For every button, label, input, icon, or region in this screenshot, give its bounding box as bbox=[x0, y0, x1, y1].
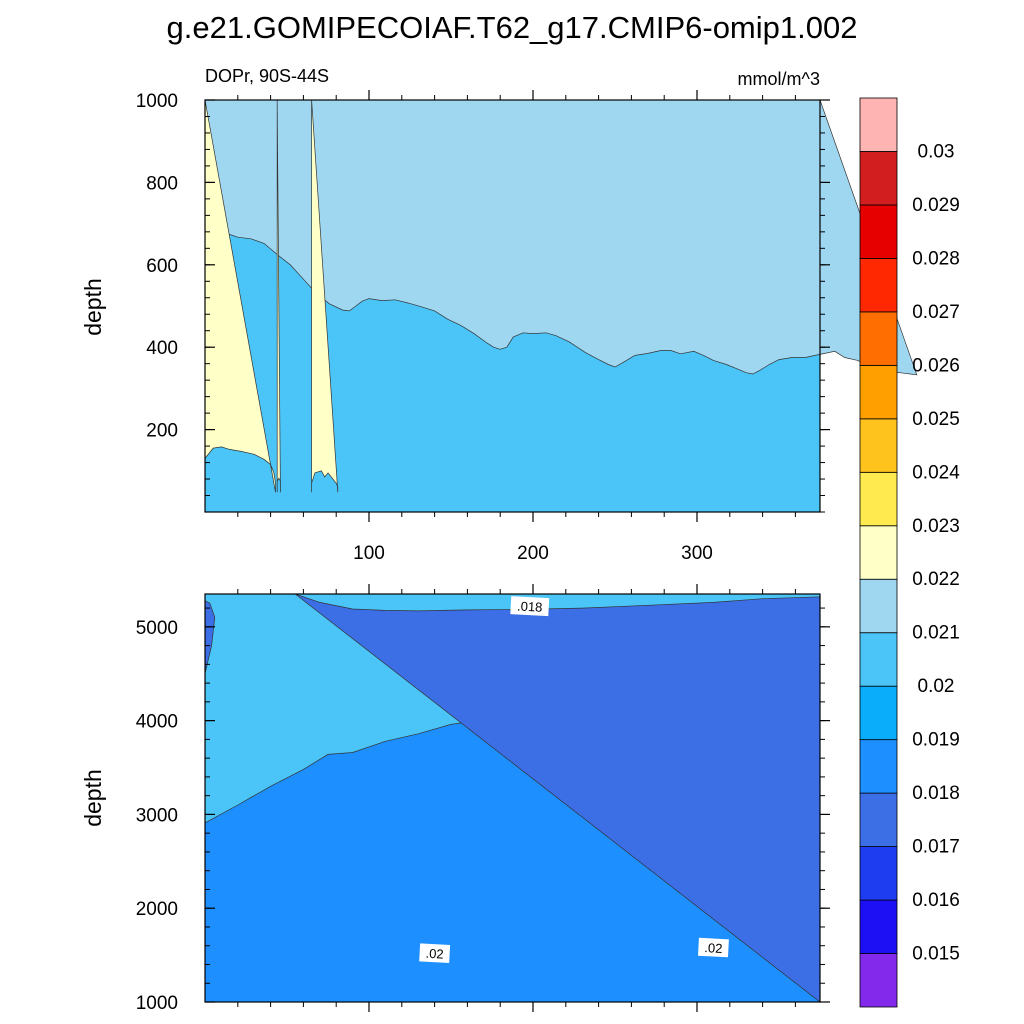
top-xtick-label: 200 bbox=[517, 543, 549, 564]
bottom-panel-frame bbox=[204, 593, 821, 1003]
colorbar-swatch bbox=[859, 525, 898, 580]
bottom-panel-contour-labels: .02 .02 .018 bbox=[419, 596, 729, 963]
bottom-ytick-label: 1000 bbox=[136, 993, 178, 1014]
colorbar-label: 0.016 bbox=[912, 890, 960, 911]
colorbar-label: 0.018 bbox=[912, 783, 960, 804]
colorbar-label: 0.028 bbox=[912, 248, 960, 269]
top-panel-units-label: mmol/m^3 bbox=[738, 69, 820, 89]
colorbar-swatch bbox=[859, 739, 898, 794]
colorbar-label: 0.026 bbox=[912, 355, 960, 376]
colorbar-label: 0.015 bbox=[912, 944, 960, 965]
bottom-panel-fill bbox=[204, 593, 821, 1003]
colorbar-label: 0.022 bbox=[912, 569, 960, 590]
colorbar-label: 0.023 bbox=[912, 516, 960, 537]
top-panel-ylabel: depth bbox=[80, 278, 106, 336]
contour-label-box bbox=[419, 943, 451, 963]
bottom-region-0.017-0.018-floor bbox=[294, 593, 821, 1003]
contour-label-box bbox=[510, 596, 550, 617]
top-region-0.022-0.023 bbox=[204, 99, 276, 493]
colorbar-swatch bbox=[859, 204, 898, 259]
bottom-panel-ylabel: depth bbox=[80, 769, 106, 827]
colorbar-label: 0.027 bbox=[912, 302, 960, 323]
top-panel-axes: 200 400 600 800 1000 100 200 300 bbox=[136, 90, 830, 564]
colorbar-swatch bbox=[859, 899, 898, 954]
colorbar-swatch bbox=[859, 311, 898, 366]
colorbar-swatch bbox=[859, 258, 898, 313]
colorbar-label: 0.017 bbox=[912, 837, 960, 858]
top-panel-frame bbox=[204, 99, 821, 513]
contour-label: .018 bbox=[510, 596, 550, 617]
contour-label-text: .018 bbox=[517, 598, 543, 614]
top-region-0.022-0.023 bbox=[311, 99, 339, 493]
chart-title: g.e21.GOMIPECOIAF.T62_g17.CMIP6-omip1.00… bbox=[167, 10, 858, 45]
top-panel: DOPr, 90S-44S mmol/m^3 200 400 600 800 1000 1… bbox=[80, 66, 918, 564]
colorbar-swatch bbox=[859, 364, 898, 420]
bottom-ytick-label: 4000 bbox=[136, 712, 178, 733]
top-ytick-label: 1000 bbox=[136, 91, 178, 112]
top-panel-left-label: DOPr, 90S-44S bbox=[205, 66, 329, 86]
colorbar-label: 0.024 bbox=[912, 462, 960, 483]
colorbar-swatch bbox=[859, 953, 898, 1008]
colorbar-swatch bbox=[859, 846, 898, 901]
bottom-panel: 1000 2000 3000 4000 5000 .02 .02 .018 depth bbox=[80, 584, 830, 1014]
contour-label: .02 bbox=[698, 937, 729, 958]
colorbar-label: 0.021 bbox=[912, 623, 960, 644]
colorbar-swatch bbox=[859, 792, 898, 847]
colorbar-label: 0.025 bbox=[912, 409, 960, 430]
contour-label-text: .02 bbox=[704, 940, 723, 956]
colorbar-swatch bbox=[859, 578, 898, 634]
top-ytick-label: 800 bbox=[146, 173, 178, 194]
bottom-ytick-label: 3000 bbox=[136, 805, 178, 826]
top-region-0.021-0.022 bbox=[204, 99, 918, 376]
colorbar-swatch bbox=[859, 97, 898, 152]
colorbar-swatch bbox=[859, 685, 898, 741]
top-ytick-label: 400 bbox=[146, 338, 178, 359]
contour-label-box bbox=[698, 937, 729, 958]
colorbar-swatch bbox=[859, 151, 898, 206]
top-xtick-label: 300 bbox=[681, 543, 713, 564]
colorbar-swatch bbox=[859, 418, 898, 473]
top-panel-fill bbox=[204, 99, 918, 512]
colorbar-swatch bbox=[859, 471, 898, 527]
colorbar-label: 0.03 bbox=[918, 141, 955, 162]
top-ytick-label: 600 bbox=[146, 256, 178, 277]
colorbar: 0.015 0.016 0.017 0.018 0.019 0.02 0.021 0.022 0… bbox=[859, 97, 960, 1008]
contour-label: .02 bbox=[419, 943, 451, 963]
colorbar-label: 0.029 bbox=[912, 195, 960, 216]
contour-label-text: .02 bbox=[425, 946, 444, 962]
bottom-ytick-label: 2000 bbox=[136, 899, 178, 920]
bottom-panel-axes: 1000 2000 3000 4000 5000 bbox=[136, 584, 830, 1014]
top-xtick-label: 100 bbox=[353, 543, 385, 564]
bottom-ytick-label: 5000 bbox=[136, 618, 178, 639]
colorbar-label: 0.019 bbox=[912, 730, 960, 751]
top-ytick-label: 200 bbox=[146, 421, 178, 442]
colorbar-label: 0.02 bbox=[918, 676, 955, 697]
colorbar-swatch bbox=[859, 632, 898, 687]
